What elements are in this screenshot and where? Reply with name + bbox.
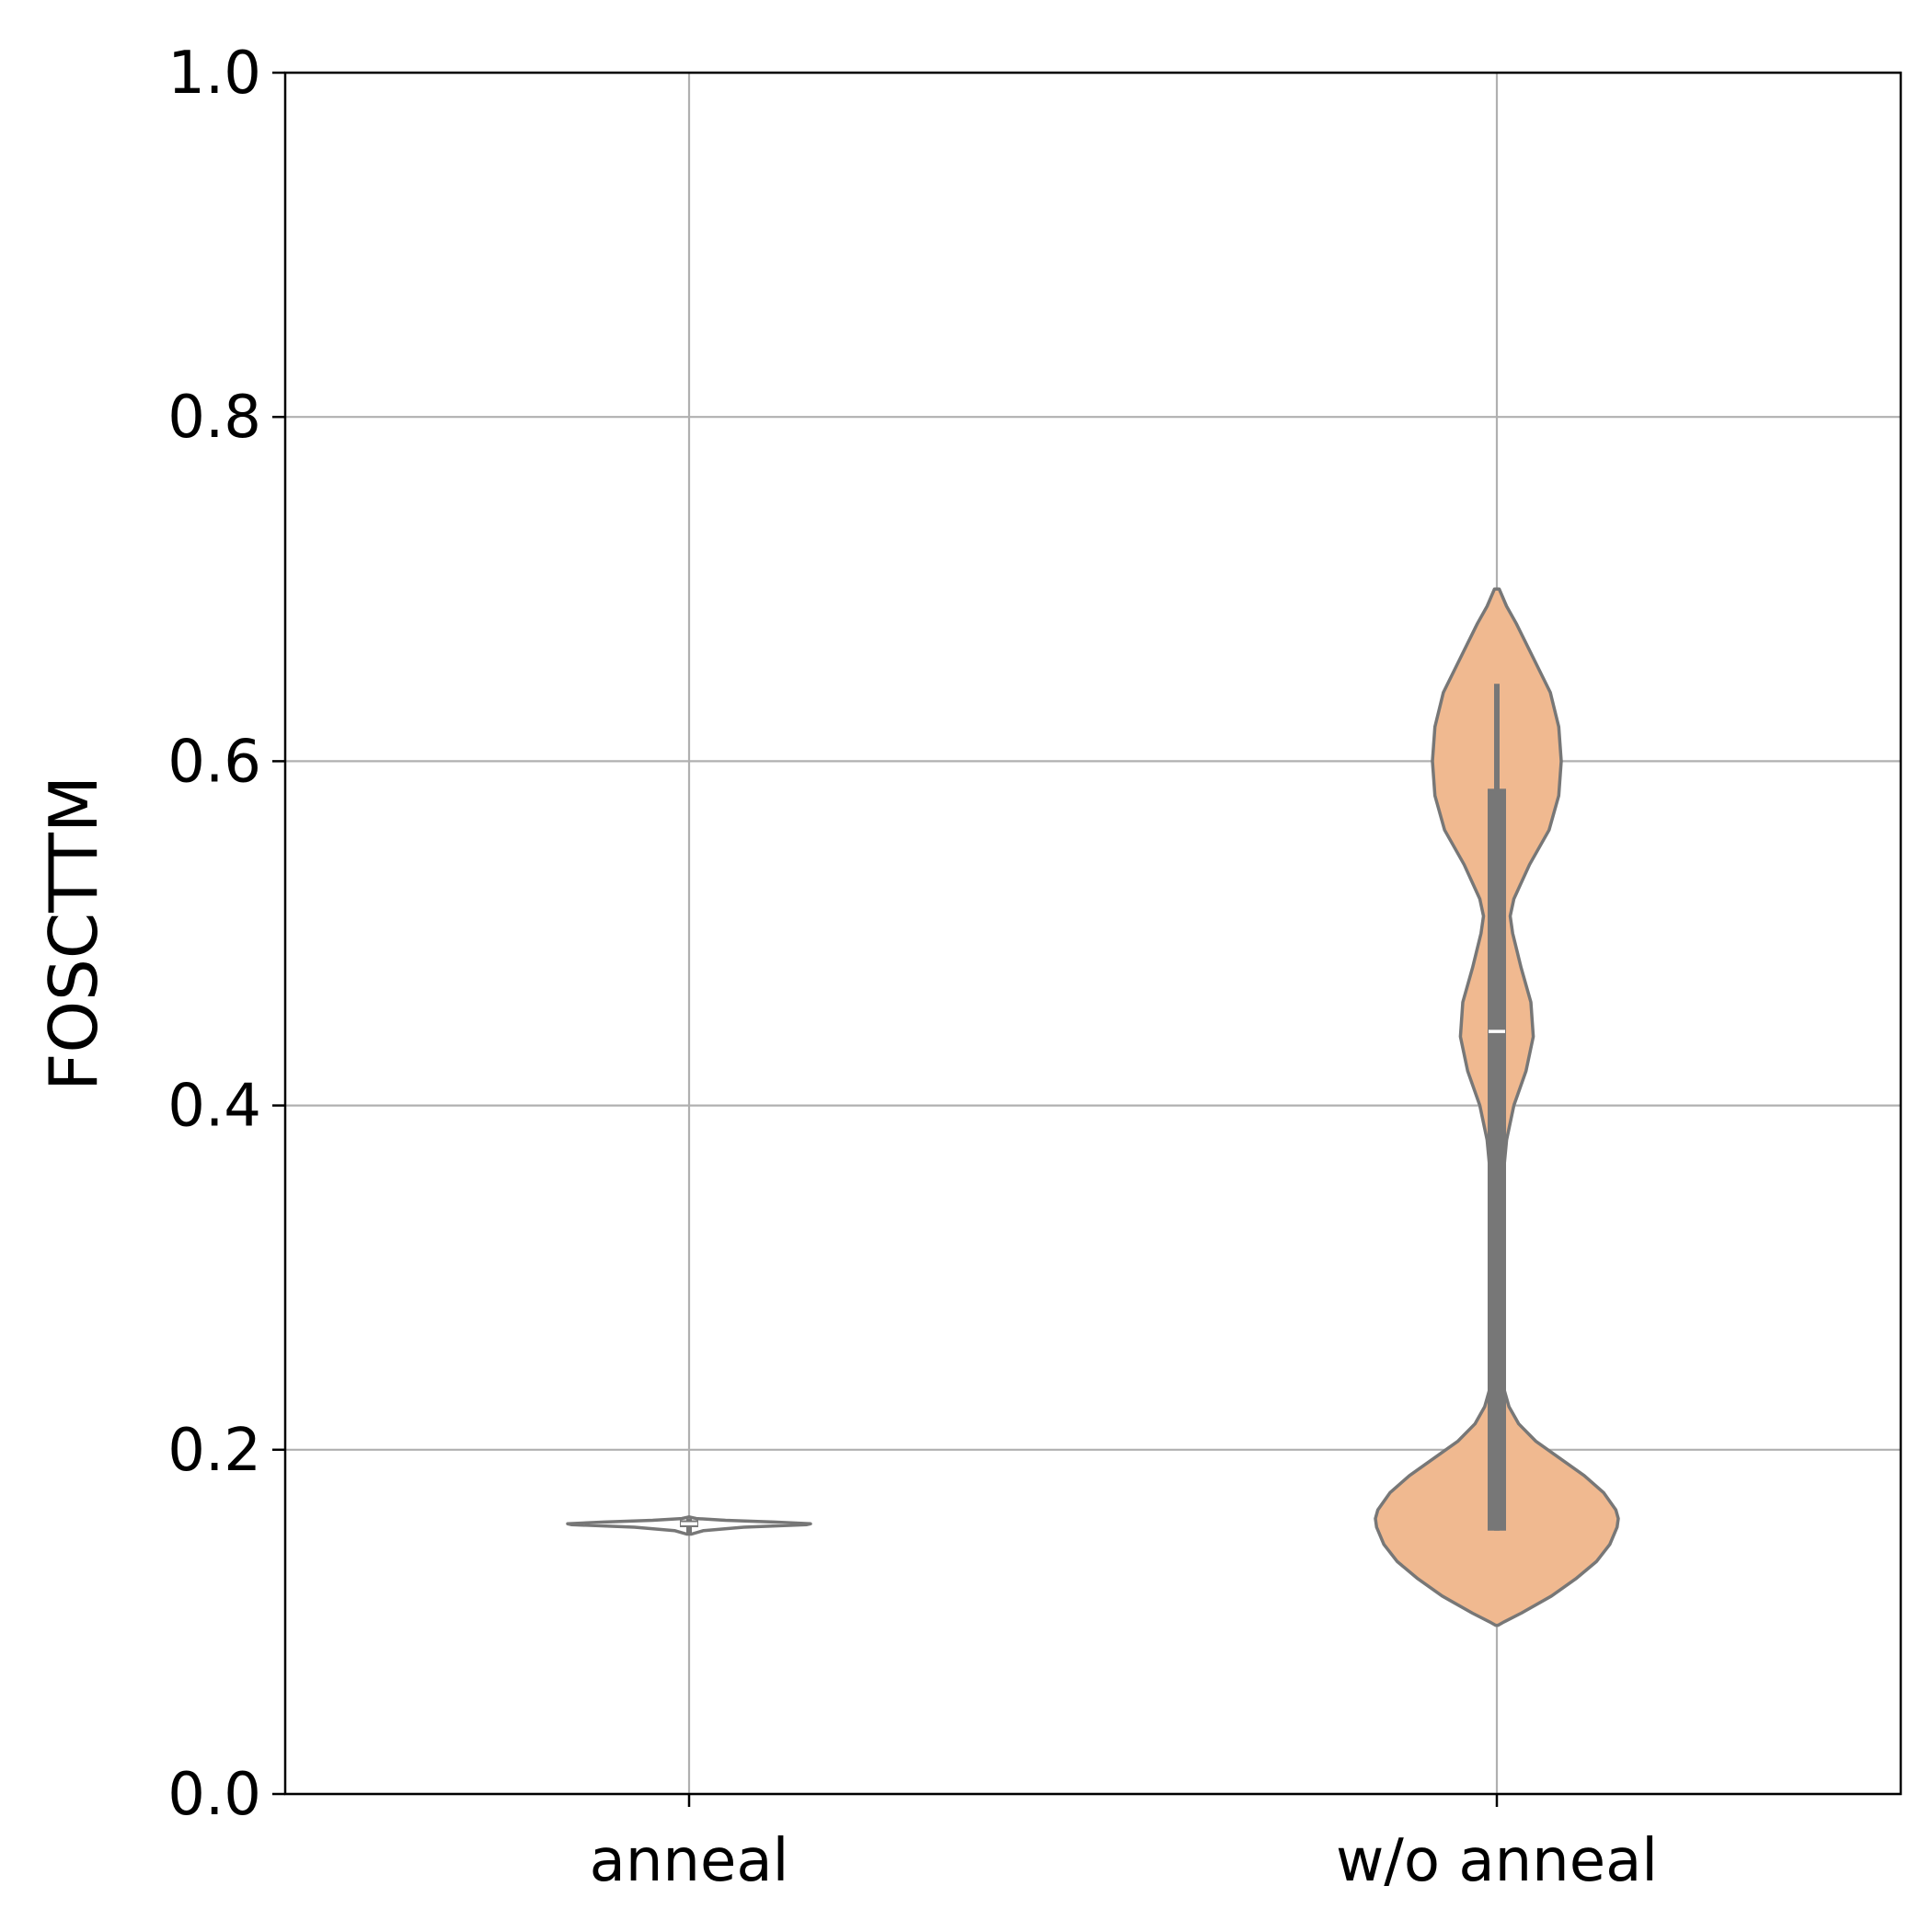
violin-iqr-box (1488, 788, 1506, 1531)
axis-ticks: 0.0 0.2 0.4 0.6 0.8 1.0 anneal w/o anneal (167, 40, 1658, 1895)
y-tick-label: 1.0 (167, 40, 261, 108)
y-tick-label: 0.0 (167, 1761, 261, 1829)
y-tick-label: 0.6 (167, 728, 261, 796)
y-tick-label: 0.2 (167, 1417, 261, 1485)
y-tick-label: 0.4 (167, 1073, 261, 1141)
plot-frame (283, 71, 1903, 1796)
violin-group (566, 1515, 812, 1536)
y-tick-label: 0.8 (167, 384, 261, 452)
x-tick-label: anneal (590, 1827, 789, 1895)
x-tick-label: w/o anneal (1336, 1827, 1658, 1895)
violin-group (1374, 587, 1620, 1627)
y-axis-label: FOSCTTM (35, 776, 112, 1091)
violins (566, 587, 1620, 1627)
grid-lines (285, 71, 1901, 1796)
